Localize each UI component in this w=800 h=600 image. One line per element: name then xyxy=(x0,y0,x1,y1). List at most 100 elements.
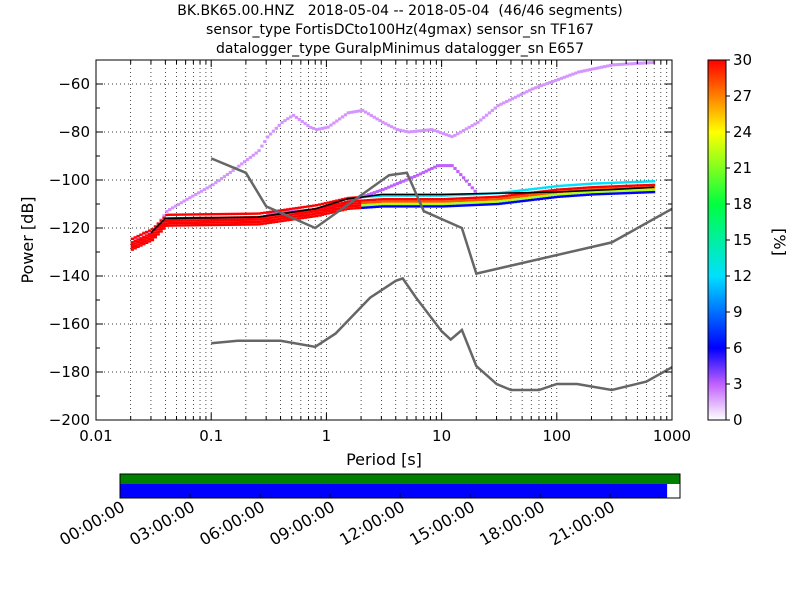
psd-cell xyxy=(462,176,466,180)
psd-cell xyxy=(205,219,209,222)
colorbar-tick-label: 3 xyxy=(733,375,743,393)
psd-cell xyxy=(611,190,615,193)
psd-cell xyxy=(634,62,638,66)
psd-cell xyxy=(412,205,417,208)
psd-cell xyxy=(386,200,391,203)
psd-cell xyxy=(473,201,477,204)
psd-cell xyxy=(464,199,469,202)
psd-cell xyxy=(418,129,422,133)
psd-cell xyxy=(392,194,397,197)
psd-cell xyxy=(274,218,278,221)
psd-cell xyxy=(363,206,368,209)
title-line-3: datalogger_type GuralpMinimus datalogger… xyxy=(216,41,584,57)
psd-cell xyxy=(421,200,425,203)
psd-cell xyxy=(479,203,483,206)
psd-cell xyxy=(340,208,345,212)
psd-cell xyxy=(424,128,428,132)
psd-cell xyxy=(147,237,152,241)
psd-cell xyxy=(556,195,561,198)
psd-cell xyxy=(427,168,431,172)
psd-cell xyxy=(303,214,307,217)
psd-cell xyxy=(577,183,581,186)
psd-cell xyxy=(378,198,382,201)
psd-cell xyxy=(482,116,486,120)
psd-cell xyxy=(352,202,356,205)
psd-cell xyxy=(170,206,175,210)
x-tick-label: 0.1 xyxy=(199,427,223,445)
psd-cell xyxy=(582,191,587,194)
psd-cell xyxy=(525,199,529,202)
psd-cell xyxy=(343,113,348,117)
psd-cell xyxy=(182,219,186,222)
psd-cell xyxy=(343,203,348,206)
psd-cell xyxy=(542,197,546,200)
psd-cell xyxy=(343,201,348,204)
psd-cell xyxy=(430,194,434,197)
psd-cell xyxy=(280,209,284,212)
psd-cell xyxy=(188,221,192,225)
psd-cell xyxy=(283,217,287,220)
psd-cell xyxy=(562,187,566,191)
psd-cell xyxy=(225,212,229,216)
psd-cell xyxy=(458,130,463,134)
psd-cell xyxy=(496,198,500,201)
psd-cell xyxy=(320,202,325,206)
psd-cell xyxy=(519,92,523,96)
psd-cell xyxy=(182,224,186,227)
psd-cell xyxy=(602,192,607,196)
psd-cell xyxy=(361,206,365,210)
psd-cell xyxy=(361,204,365,207)
psd-cell xyxy=(470,203,474,207)
psd-cell xyxy=(637,180,641,184)
psd-cell xyxy=(248,155,253,159)
psd-cell xyxy=(352,110,356,114)
psd-cell xyxy=(384,198,388,201)
psd-cell xyxy=(597,185,601,189)
psd-cell xyxy=(551,80,555,84)
psd-cell xyxy=(533,195,538,199)
psd-cell xyxy=(162,227,166,230)
psd-cell xyxy=(568,194,572,198)
psd-cell xyxy=(386,205,391,208)
psd-cell xyxy=(266,219,270,222)
psd-cell xyxy=(441,164,446,168)
psd-cell xyxy=(456,202,460,205)
psd-cell xyxy=(507,190,512,194)
psd-cell xyxy=(274,215,278,219)
psd-cell xyxy=(430,200,434,203)
psd-cell xyxy=(519,192,523,196)
psd-cell xyxy=(381,200,385,203)
psd-cell xyxy=(202,188,206,192)
psd-cell xyxy=(291,215,296,219)
psd-cell xyxy=(427,194,431,197)
psd-cell xyxy=(366,199,371,202)
psd-cell xyxy=(194,213,198,216)
psd-cell xyxy=(268,216,273,220)
psd-cell xyxy=(649,180,653,183)
psd-cell xyxy=(542,186,546,189)
psd-cell xyxy=(240,162,244,166)
psd-cell xyxy=(263,217,267,220)
psd-cell xyxy=(306,124,310,128)
psd-cell xyxy=(551,193,555,197)
psd-cell xyxy=(605,190,610,193)
psd-cell xyxy=(372,195,376,198)
data-coverage-bar xyxy=(120,474,680,484)
psd-cell xyxy=(559,76,564,80)
psd-cell xyxy=(421,171,425,175)
psd-cell xyxy=(476,196,480,199)
psd-cell xyxy=(628,191,633,195)
psd-cell xyxy=(237,223,241,226)
psd-cell xyxy=(182,213,186,216)
psd-cell xyxy=(646,61,650,65)
psd-cell xyxy=(366,201,371,204)
psd-cell xyxy=(461,199,466,202)
psd-cell xyxy=(217,221,221,224)
psd-cell xyxy=(623,189,627,192)
x-tick-label: 1000 xyxy=(653,427,691,445)
psd-cell xyxy=(499,102,503,106)
psd-cell xyxy=(516,200,520,203)
psd-cell xyxy=(222,175,227,179)
psd-cell xyxy=(404,205,408,208)
psd-cell xyxy=(329,123,333,127)
